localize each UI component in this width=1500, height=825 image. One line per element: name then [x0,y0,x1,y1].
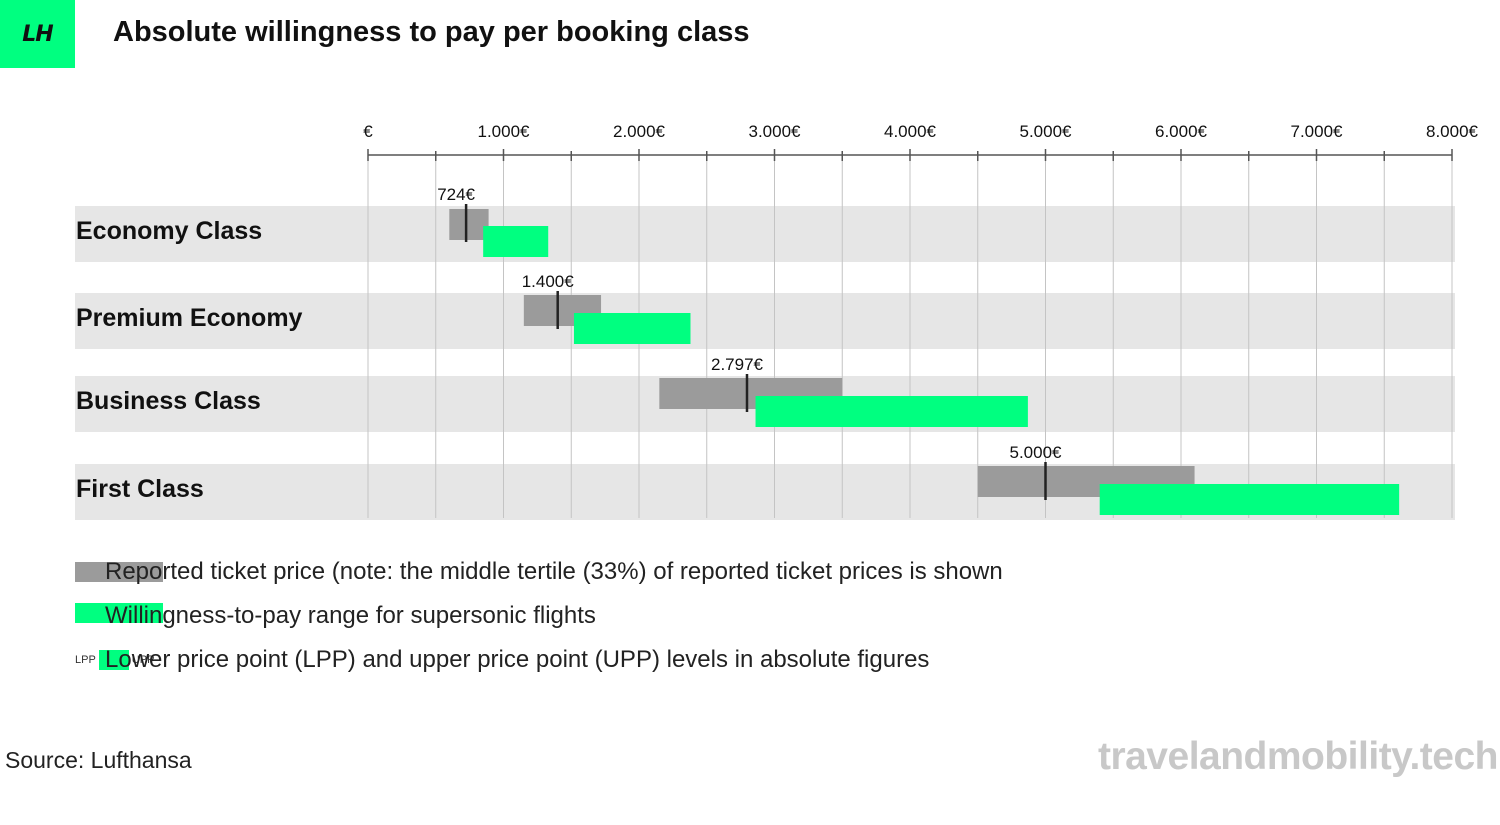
wtp-range-bar [755,396,1028,427]
legend-label-reported: Reported ticket price (note: the middle … [105,558,1003,585]
x-tick-label: 1.000€ [478,122,531,141]
category-label: Premium Economy [76,304,303,332]
reported-price-bar [449,209,489,240]
legend-upp-label: UPP [131,654,155,666]
x-tick-label: 8.000€ [1426,122,1479,141]
x-tick-label: € [363,122,373,141]
brand-logo: LH [0,0,75,68]
median-label: 724€ [437,185,475,204]
source-note: Source: Lufthansa [5,747,192,773]
category-label: Business Class [76,387,261,415]
category-label: Economy Class [76,217,262,245]
legend-lpp-label: LPP [75,654,96,666]
category-label: First Class [76,475,204,503]
median-label: 2.797€ [711,355,764,374]
chart: €1.000€ 2.000€ 3.000€ 4.000€ 5.000€ 6.000€ 7.0… [75,122,1479,520]
row-band [75,293,1455,349]
wtp-range-bar [573,313,691,344]
legend-label-lpp-upp: Lower price point (LPP) and upper price … [105,646,930,673]
legend-swatch-lpp-upp [98,650,129,670]
median-label: 5.000€ [1010,443,1063,462]
watermark: travelandmobility.tech [1097,735,1499,778]
x-tick-label: 7.000€ [1291,122,1344,141]
legend-item-reported [75,562,163,582]
x-tick-label: 2.000€ [613,122,666,141]
median-label: 1.400€ [522,272,575,291]
legend-swatch-wtp [75,603,163,623]
x-tick-label: 5.000€ [1020,122,1073,141]
wtp-range-bar [1099,484,1400,515]
row-band [75,206,1455,262]
legend-item-wtp [75,603,163,623]
x-tick-label: 6.000€ [1155,122,1208,141]
chart-title: Absolute willingness to pay per booking … [113,16,750,48]
legend-label-wtp: Willingness-to-pay range for supersonic … [105,602,596,629]
x-tick-label: 3.000€ [749,122,802,141]
legend-swatch-reported [75,562,163,582]
wtp-range-bar [483,226,549,257]
x-tick-label: 4.000€ [884,122,937,141]
legend-item-lpp-upp: LPP UPP [75,649,154,671]
logo-text: LH [22,21,53,47]
